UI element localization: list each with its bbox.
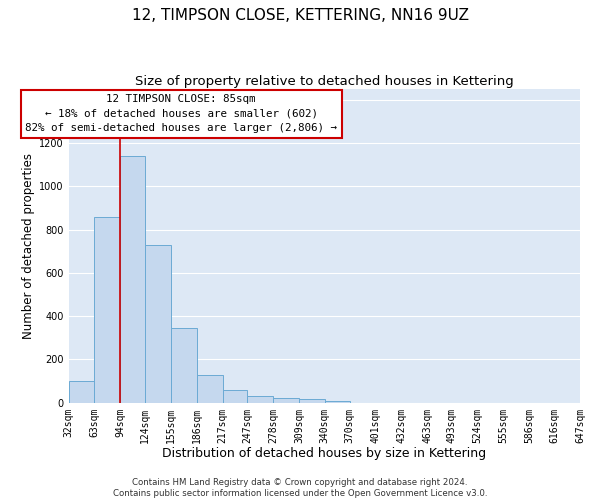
Bar: [223, 390, 247, 402]
Bar: [145, 245, 171, 402]
Bar: [197, 374, 223, 402]
Y-axis label: Number of detached properties: Number of detached properties: [22, 153, 35, 339]
Bar: [120, 156, 145, 402]
Bar: [94, 217, 120, 402]
Bar: [171, 328, 197, 402]
Bar: [273, 398, 299, 402]
Bar: [247, 396, 273, 402]
Text: 12, TIMPSON CLOSE, KETTERING, NN16 9UZ: 12, TIMPSON CLOSE, KETTERING, NN16 9UZ: [131, 8, 469, 22]
Title: Size of property relative to detached houses in Kettering: Size of property relative to detached ho…: [135, 75, 514, 88]
Bar: [299, 400, 325, 402]
Bar: [325, 400, 350, 402]
X-axis label: Distribution of detached houses by size in Kettering: Distribution of detached houses by size …: [162, 447, 487, 460]
Text: 12 TIMPSON CLOSE: 85sqm
← 18% of detached houses are smaller (602)
82% of semi-d: 12 TIMPSON CLOSE: 85sqm ← 18% of detache…: [25, 94, 337, 134]
Text: Contains HM Land Registry data © Crown copyright and database right 2024.
Contai: Contains HM Land Registry data © Crown c…: [113, 478, 487, 498]
Bar: [68, 381, 94, 402]
